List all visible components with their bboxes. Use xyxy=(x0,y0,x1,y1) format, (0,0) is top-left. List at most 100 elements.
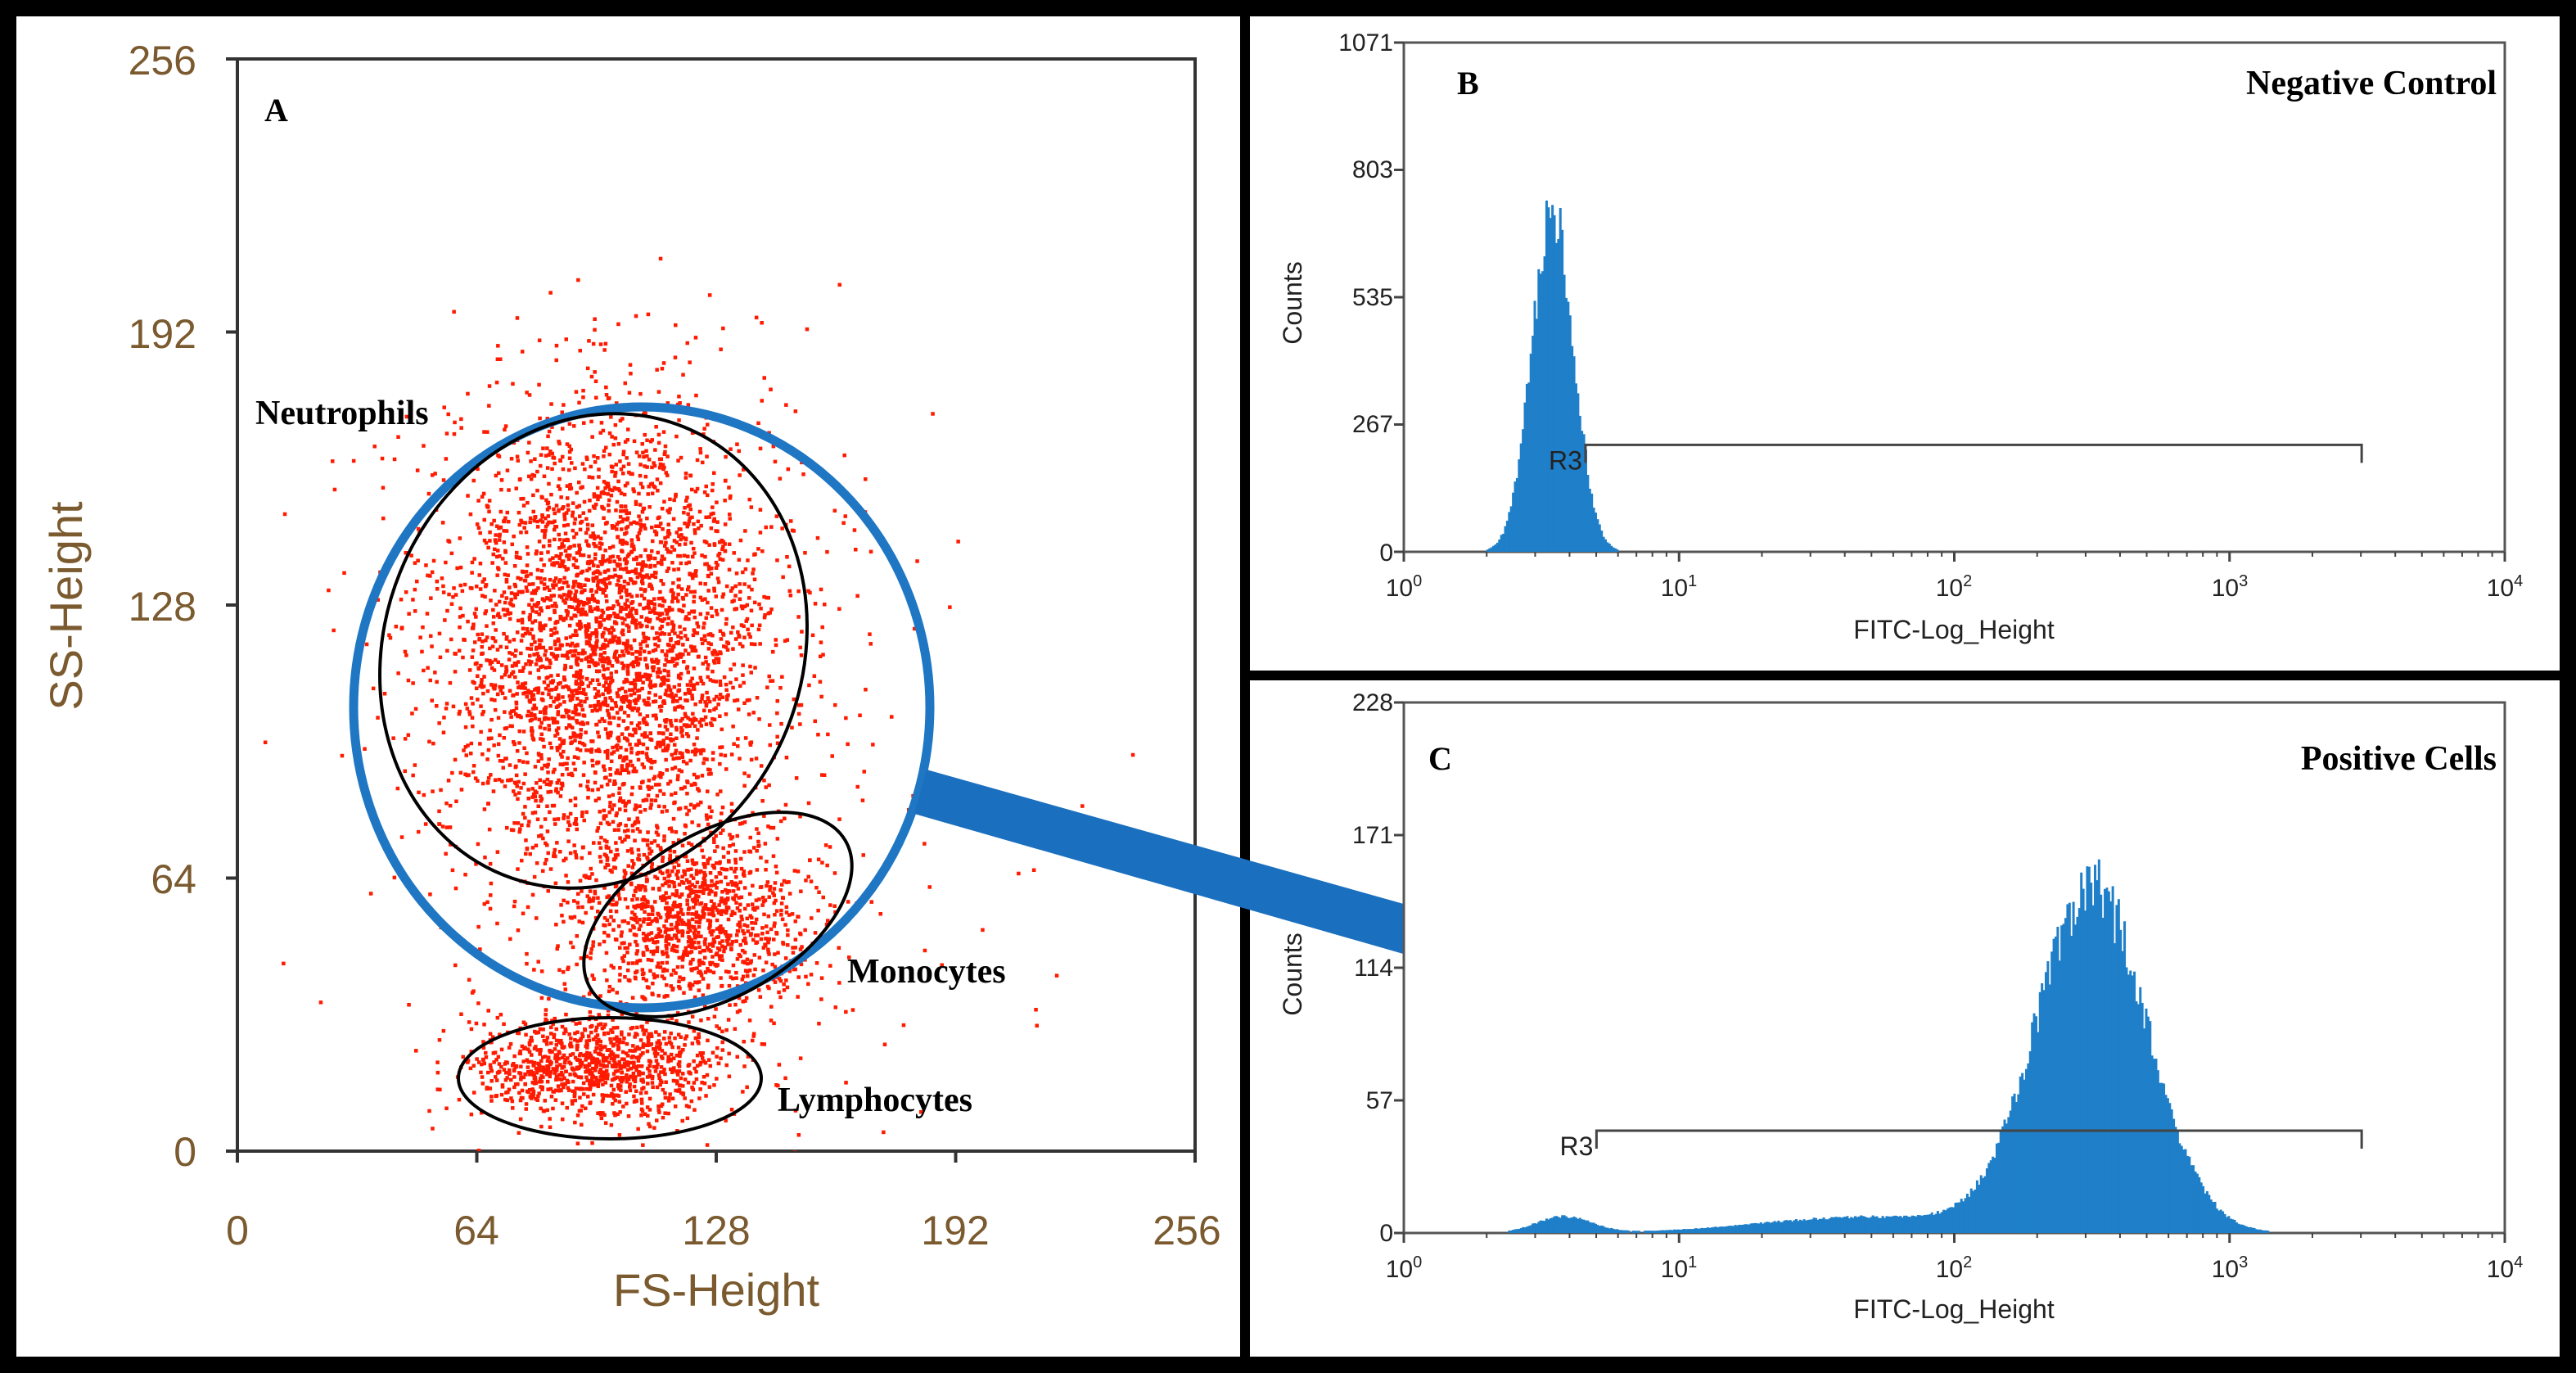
scatter-point xyxy=(668,910,672,915)
scatter-point xyxy=(632,727,636,732)
scatter-point xyxy=(655,918,659,922)
scatter-point xyxy=(655,631,659,635)
scatter-point xyxy=(621,585,626,589)
scatter-point xyxy=(606,616,610,621)
scatter-point xyxy=(659,896,663,900)
scatter-point xyxy=(684,878,689,882)
scatter-point xyxy=(444,825,449,829)
scatter-point xyxy=(629,916,634,921)
scatter-point xyxy=(706,589,711,593)
scatter-point xyxy=(545,777,550,782)
scatter-point xyxy=(667,605,672,610)
scatter-point xyxy=(708,709,712,713)
scatter-point xyxy=(508,651,512,655)
scatter-point xyxy=(599,587,603,591)
scatter-point xyxy=(769,387,773,391)
scatter-point xyxy=(772,1021,776,1026)
scatter-point xyxy=(749,608,754,612)
scatter-point xyxy=(677,922,681,926)
scatter-point xyxy=(540,1087,544,1091)
scatter-point xyxy=(618,946,622,950)
scatter-point xyxy=(590,678,595,682)
scatter-point xyxy=(693,946,698,951)
scatter-point xyxy=(591,739,595,743)
scatter-point xyxy=(620,630,624,635)
scatter-point xyxy=(819,997,823,1001)
scatter-point xyxy=(526,788,530,792)
scatter-point xyxy=(670,927,674,932)
scatter-point xyxy=(678,1050,682,1055)
scatter-point xyxy=(509,603,513,607)
scatter-point xyxy=(724,887,728,892)
scatter-point xyxy=(688,360,692,364)
scatter-point xyxy=(614,813,618,818)
scatter-point xyxy=(821,895,825,900)
scatter-point xyxy=(629,594,634,598)
scatter-point xyxy=(575,598,580,603)
scatter-point xyxy=(501,607,506,612)
scatter-point xyxy=(625,1054,630,1058)
scatter-point xyxy=(672,801,676,806)
scatter-point xyxy=(692,862,697,866)
scatter-point xyxy=(509,778,513,782)
scatter-point xyxy=(503,427,507,431)
scatter-point xyxy=(697,924,702,929)
scatter-point xyxy=(533,515,537,519)
scatter-point xyxy=(555,732,560,736)
scatter-point xyxy=(517,829,521,834)
scatter-point xyxy=(670,724,674,728)
scatter-point xyxy=(710,933,714,937)
scatter-point xyxy=(670,561,674,565)
scatter-point xyxy=(602,684,606,688)
scatter-point xyxy=(642,937,646,941)
scatter-point xyxy=(519,786,523,790)
scatter-point xyxy=(540,529,545,533)
scatter-point xyxy=(666,942,671,946)
scatter-point xyxy=(539,665,543,669)
scatter-point xyxy=(762,594,766,599)
scatter-point xyxy=(679,587,684,591)
scatter-point xyxy=(521,760,526,764)
scatter-point xyxy=(683,714,688,719)
scatter-point xyxy=(642,852,647,857)
scatter-point xyxy=(462,748,466,752)
scatter-point xyxy=(568,798,573,803)
scatter-point xyxy=(722,867,727,872)
scatter-point xyxy=(551,585,556,590)
scatter-point xyxy=(715,861,719,865)
scatter-point xyxy=(545,466,550,470)
scatter-point xyxy=(675,964,680,969)
scatter-point xyxy=(666,529,670,533)
scatter-point xyxy=(656,440,661,445)
scatter-point xyxy=(679,719,683,723)
scatter-point xyxy=(765,930,769,935)
scatter-point xyxy=(763,613,767,617)
scatter-point xyxy=(644,933,648,938)
scatter-point xyxy=(715,500,719,504)
scatter-point xyxy=(597,586,601,590)
scatter-point xyxy=(708,969,712,973)
scatter-point xyxy=(684,499,688,503)
scatter-point xyxy=(567,467,571,472)
scatter-point xyxy=(620,661,625,666)
scatter-point xyxy=(611,793,616,797)
scatter-point xyxy=(567,823,572,828)
scatter-point xyxy=(674,925,679,929)
scatter-point xyxy=(665,768,669,772)
scatter-point xyxy=(580,905,584,910)
scatter-point xyxy=(594,1046,598,1050)
scatter-point xyxy=(679,537,683,542)
scatter-point xyxy=(563,549,568,553)
scatter-point xyxy=(646,793,651,797)
scatter-point xyxy=(643,563,647,567)
scatter-point xyxy=(658,256,663,261)
scatter-point xyxy=(686,911,690,916)
scatter-point xyxy=(496,753,501,758)
scatter-point xyxy=(413,763,417,767)
scatter-point xyxy=(545,829,550,833)
scatter-point xyxy=(623,975,627,979)
scatter-point xyxy=(480,678,484,682)
scatter-point xyxy=(637,531,642,535)
scatter-point xyxy=(598,342,603,346)
scatter-point xyxy=(543,577,547,581)
